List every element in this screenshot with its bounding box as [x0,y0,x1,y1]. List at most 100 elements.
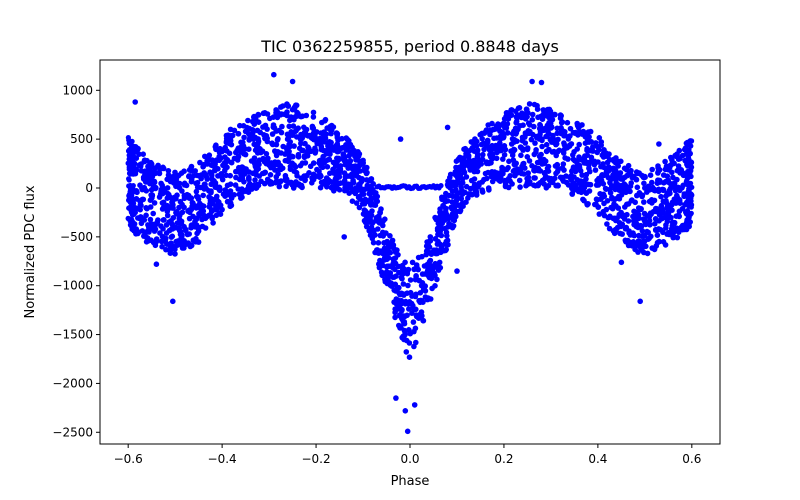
data-point [375,240,382,246]
data-point [584,145,590,152]
data-point [455,190,462,197]
data-point [397,136,404,142]
data-point [526,158,533,164]
data-point [228,159,235,166]
data-point [286,153,293,160]
data-point [289,78,296,85]
data-point [649,179,655,186]
data-point [287,166,294,172]
data-point [227,126,234,133]
data-point [522,140,529,146]
data-point [364,169,370,176]
data-point [532,175,538,181]
data-point [286,123,293,130]
data-point [423,251,430,258]
data-point [235,186,241,192]
data-point [202,225,209,231]
data-point [235,154,242,160]
data-point [567,142,573,148]
y-tick-label: 1000 [62,83,93,97]
y-tick-label: 0 [85,181,93,195]
data-point [406,354,413,361]
data-point [393,296,400,302]
data-point [201,161,207,168]
data-point [159,206,166,212]
data-point [580,196,586,203]
data-point [377,232,384,239]
data-point [508,141,515,147]
data-point [364,164,370,171]
data-point [401,336,407,343]
data-point [240,172,246,178]
data-point [672,187,679,194]
data-point [170,298,176,305]
data-point [333,173,340,179]
data-point [654,232,661,238]
data-point [434,276,440,283]
data-point [567,125,574,132]
data-point [152,221,159,228]
data-point [426,259,433,265]
data-point [601,172,607,179]
data-point [447,171,454,178]
data-point [334,146,341,153]
data-point [371,227,377,234]
data-point [173,183,179,190]
data-point [150,210,156,217]
data-point [366,228,373,234]
data-point [254,127,261,134]
data-point [504,121,511,127]
data-point [334,131,341,137]
data-point [174,211,180,217]
data-point [603,206,610,213]
data-point [326,139,333,145]
y-tick-label: −2500 [52,425,93,439]
data-point [613,226,619,233]
data-point [608,204,614,211]
data-point [665,208,672,214]
data-point [291,143,297,149]
data-point [451,204,458,210]
data-point [551,148,557,155]
data-point [534,102,540,109]
data-point [672,152,678,159]
data-point [518,152,524,159]
data-point [398,325,404,331]
data-point [462,189,468,196]
data-point [290,123,297,129]
data-point [547,108,554,115]
data-point [545,163,552,170]
data-point [595,159,601,165]
data-point [599,152,606,158]
data-point [147,222,154,229]
data-point [407,277,414,283]
data-point [543,148,550,154]
data-point [337,180,344,186]
data-point [625,242,632,249]
data-point [634,184,641,191]
data-point [554,125,560,132]
data-point [355,153,362,160]
data-point [628,167,634,174]
data-point [356,204,363,211]
data-point [524,145,531,151]
data-point [489,178,496,185]
data-point [541,181,547,187]
data-point [452,212,459,219]
data-point [525,170,531,176]
data-point [274,137,281,143]
data-point [319,119,325,126]
data-point [209,172,215,179]
data-point [578,180,585,186]
data-point [246,176,252,182]
data-point [287,139,294,145]
data-point [557,174,564,181]
data-point [471,163,478,169]
data-point [377,257,383,264]
data-point [474,168,481,175]
data-point [629,174,636,181]
data-point [273,141,280,148]
data-point [488,160,494,166]
data-point [674,194,681,201]
data-point [170,205,176,211]
